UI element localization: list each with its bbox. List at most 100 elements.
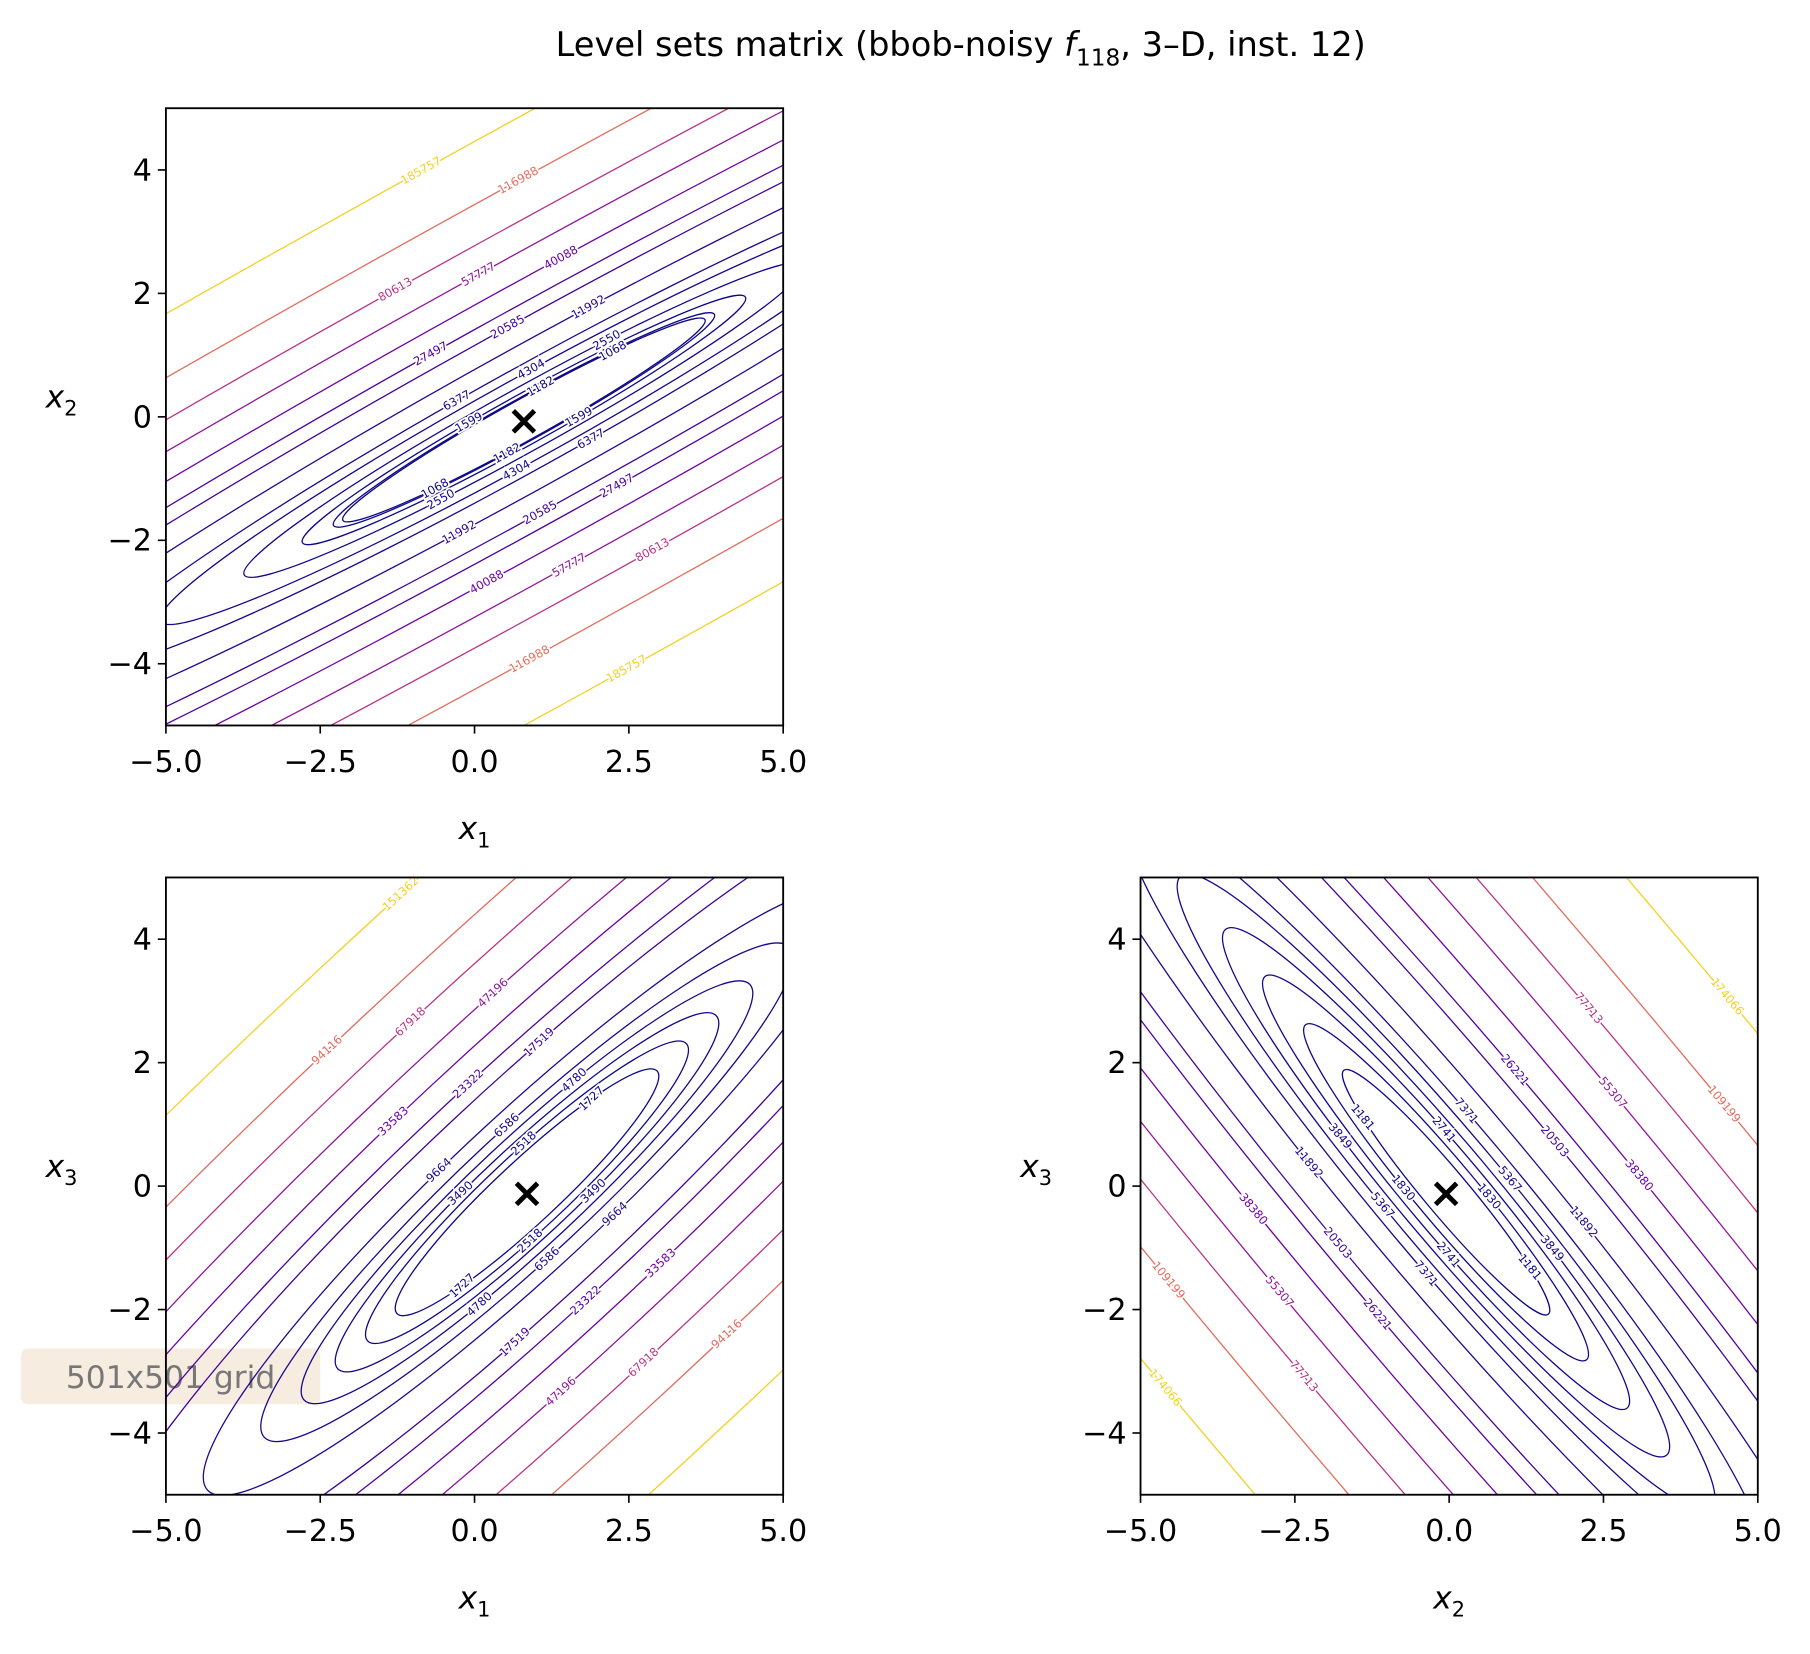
figure-title: Level sets matrix (bbob-noisy f118, 3–D,… — [556, 25, 1366, 71]
contour-line — [0, 0, 1362, 938]
contour-line — [1137, 839, 1755, 1545]
contour-line — [0, 80, 1695, 1654]
contour-line — [738, 384, 1810, 1654]
contour-line — [0, 640, 1107, 1654]
contour-line — [0, 0, 1810, 1446]
y-tick-label: 0 — [1107, 1170, 1126, 1205]
contour-line — [25, 714, 1029, 1654]
label-symbol: x — [458, 811, 478, 847]
label-subscript: 1 — [477, 1598, 490, 1622]
contour-line — [413, 13, 1810, 1654]
title-text: , 3–D, inst. 12) — [1120, 25, 1366, 64]
contour-line — [307, 983, 747, 1402]
x-tick-label: 2.5 — [1579, 1514, 1627, 1549]
label-subscript: 1 — [477, 828, 490, 852]
y-tick-label: −4 — [108, 647, 152, 682]
contour-line — [0, 24, 1163, 815]
y-tick-label: 4 — [1107, 923, 1126, 958]
y-tick-label: −2 — [108, 1293, 152, 1328]
x-tick-label: 2.5 — [605, 745, 653, 780]
optimum-marker: × — [1429, 1168, 1464, 1217]
contour-line — [0, 248, 1519, 1654]
contour-line — [333, 302, 715, 538]
title-subscript: 118 — [1076, 44, 1120, 71]
optimum-marker: × — [510, 1168, 545, 1217]
label-subscript: 3 — [64, 1166, 77, 1190]
contour-line — [1282, 1005, 1610, 1379]
contour-line — [323, 296, 725, 544]
x-tick-label: 5.0 — [759, 1514, 807, 1549]
contour-line — [221, 901, 832, 1483]
label-symbol: x — [45, 1149, 65, 1185]
y-tick-label: −2 — [108, 524, 152, 559]
y-tick-label: −4 — [1082, 1416, 1126, 1451]
x-tick-label: −5.0 — [129, 1514, 202, 1549]
label-symbol: x — [458, 1580, 478, 1616]
label-symbol: x — [1432, 1580, 1452, 1616]
label-symbol: x — [45, 380, 65, 416]
contour-line — [342, 1016, 713, 1369]
label-subscript: 2 — [64, 397, 77, 421]
contour-line — [268, 945, 786, 1439]
y-axis-label: x3 — [1019, 1149, 1052, 1190]
y-tick-label: 2 — [133, 1046, 152, 1081]
contour-line — [141, 183, 907, 657]
contour-line — [376, 1048, 679, 1336]
label-subscript: 3 — [1039, 1166, 1052, 1190]
label-subscript: 2 — [1452, 1598, 1465, 1622]
contour-line — [822, 479, 1810, 1654]
y-tick-label: 2 — [133, 277, 152, 312]
x-axis-label: x1 — [458, 811, 491, 852]
contour-line — [58, 131, 991, 708]
contour-line — [974, 654, 1810, 1654]
x-tick-label: 0.0 — [451, 1514, 499, 1549]
y-tick-label: 2 — [1107, 1046, 1126, 1081]
x-tick-label: −5.0 — [129, 745, 202, 780]
y-tick-label: −2 — [1082, 1293, 1126, 1328]
contour-line — [229, 237, 819, 602]
y-tick-label: 4 — [133, 153, 152, 188]
x-tick-label: 0.0 — [1425, 1514, 1473, 1549]
contour-line — [1327, 1056, 1565, 1328]
x-tick-label: 5.0 — [759, 745, 807, 780]
x-axis-label: x1 — [458, 1580, 491, 1621]
title-text: Level sets matrix (bbob-noisy — [556, 25, 1065, 64]
y-axis-label: x3 — [45, 1149, 78, 1190]
x-axis-label: x2 — [1432, 1580, 1465, 1621]
x-tick-label: −2.5 — [284, 745, 357, 780]
annotation: 501x501 grid — [66, 1360, 275, 1396]
contour-line — [0, 0, 1693, 1143]
x-tick-label: 2.5 — [605, 1514, 653, 1549]
x-tick-label: −2.5 — [1258, 1514, 1331, 1549]
y-axis-label: x2 — [45, 380, 78, 421]
label-symbol: x — [1019, 1149, 1039, 1185]
contour-line — [587, 212, 1810, 1654]
contour-line — [0, 0, 1810, 1288]
y-tick-label: 0 — [133, 1170, 152, 1205]
contour-line — [0, 529, 1224, 1654]
y-tick-label: 4 — [133, 923, 152, 958]
contour-line — [155, 838, 898, 1546]
x-tick-label: 0.0 — [451, 745, 499, 780]
contour-line — [1079, 773, 1810, 1611]
contour-line — [0, 0, 1492, 1019]
contour-line — [1235, 951, 1657, 1433]
x-tick-label: −2.5 — [284, 1514, 357, 1549]
y-tick-label: 0 — [133, 400, 152, 435]
x-tick-label: −5.0 — [1104, 1514, 1177, 1549]
x-tick-label: 5.0 — [1734, 1514, 1782, 1549]
contour-line — [0, 405, 1353, 1654]
contour-line — [1189, 899, 1703, 1486]
